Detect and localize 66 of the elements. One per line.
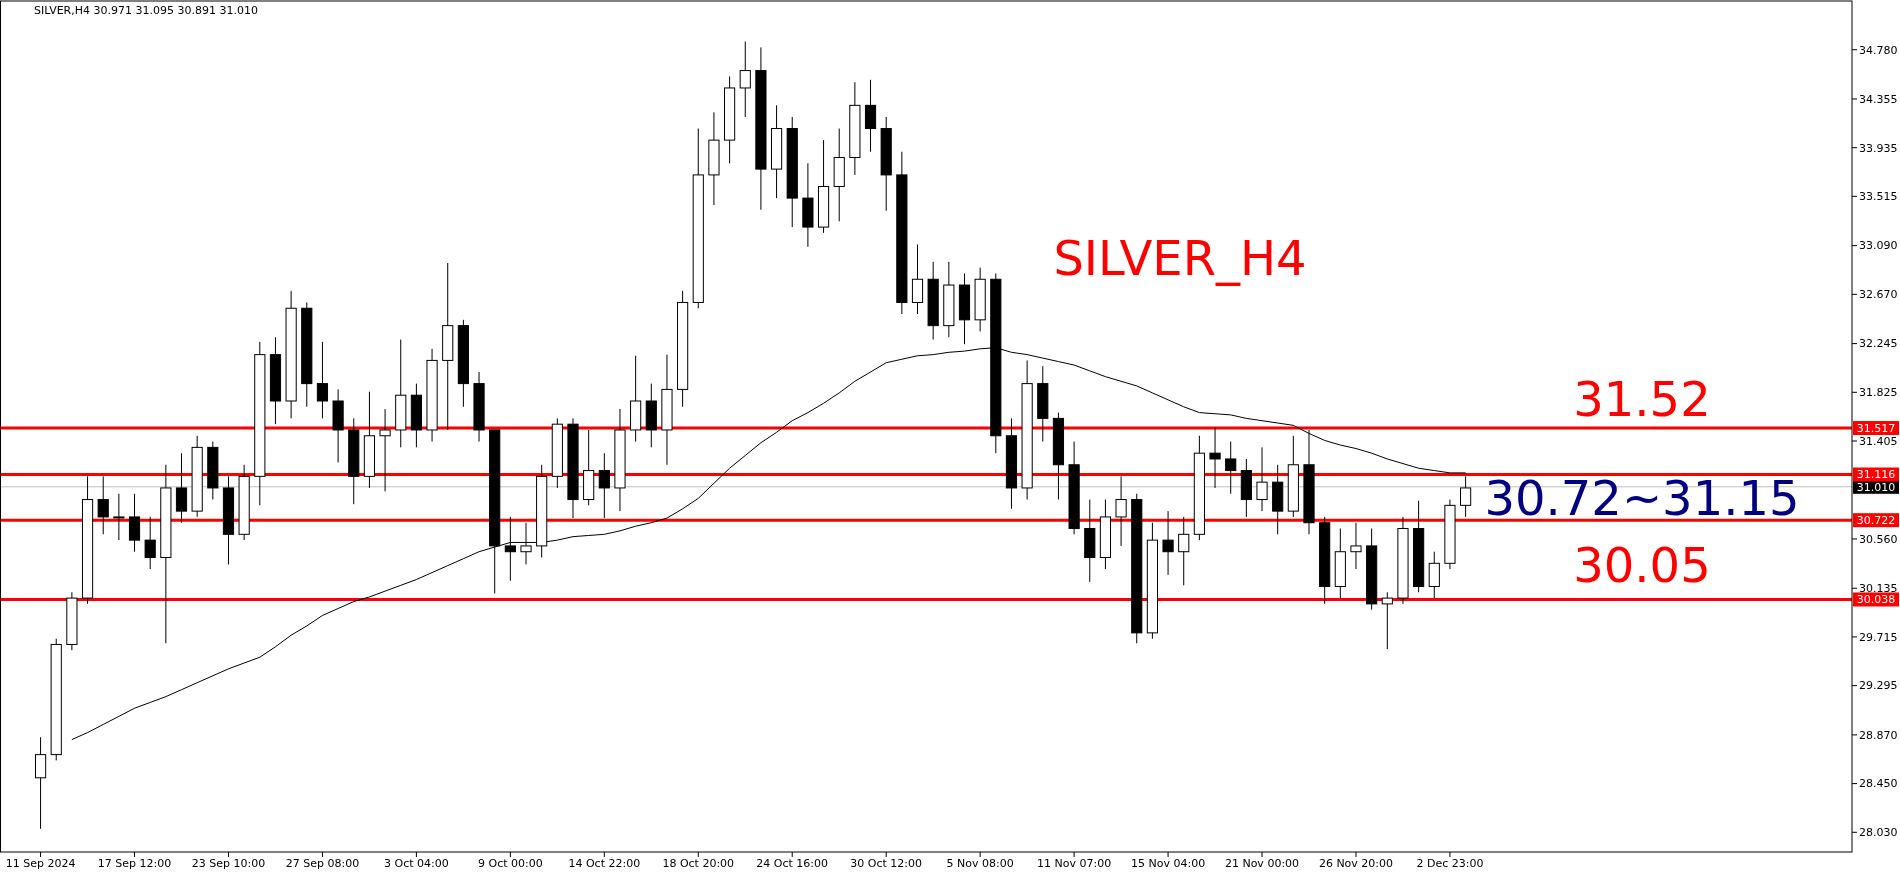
y-tick-label: 34.355 bbox=[1859, 92, 1898, 106]
x-tick-label: 17 Sep 12:00 bbox=[97, 857, 172, 870]
y-tick-label: 31.825 bbox=[1859, 386, 1898, 400]
ref-line-label: 31.116 bbox=[1856, 468, 1896, 482]
annotation: SILVER_H4 bbox=[1053, 229, 1307, 286]
x-tick-label: 21 Nov 00:00 bbox=[1224, 857, 1300, 870]
y-tick-label: 33.935 bbox=[1859, 141, 1898, 155]
y-tick-label: 28.870 bbox=[1859, 728, 1898, 742]
candlestick bbox=[1381, 591, 1393, 650]
y-tick-label: 32.670 bbox=[1859, 288, 1898, 302]
candlestick bbox=[1225, 441, 1237, 495]
ref-line-label: 31.010 bbox=[1856, 480, 1896, 494]
candlestick bbox=[1350, 522, 1362, 570]
candlestick bbox=[175, 452, 188, 524]
x-tick-label: 2 Dec 23:00 bbox=[1416, 857, 1484, 870]
y-tick-label: 33.515 bbox=[1859, 190, 1898, 204]
x-tick-label: 14 Oct 22:00 bbox=[568, 857, 641, 870]
candlestick bbox=[128, 493, 141, 553]
candlestick bbox=[1460, 475, 1472, 518]
x-tick-label: 11 Sep 2024 bbox=[5, 857, 76, 870]
y-tick-label: 28.450 bbox=[1859, 777, 1898, 791]
candlestick bbox=[1428, 551, 1440, 599]
candlestick bbox=[1209, 427, 1221, 489]
candlestick bbox=[520, 522, 532, 565]
x-tick-label: 18 Oct 20:00 bbox=[662, 857, 735, 870]
y-tick-label: 33.090 bbox=[1859, 239, 1898, 253]
y-tick-label: 28.030 bbox=[1859, 826, 1898, 840]
candlestick bbox=[1162, 510, 1174, 576]
x-tick-label: 23 Sep 10:00 bbox=[191, 857, 266, 870]
candlestick bbox=[34, 736, 47, 830]
y-tick-label: 29.715 bbox=[1859, 630, 1898, 644]
x-tick-label: 27 Sep 08:00 bbox=[285, 857, 360, 870]
x-tick-label: 11 Nov 07:00 bbox=[1037, 857, 1112, 870]
candlestick bbox=[379, 408, 391, 492]
candlestick bbox=[1115, 475, 1127, 547]
candlestick bbox=[1178, 516, 1190, 586]
y-tick-label: 32.245 bbox=[1859, 337, 1898, 351]
ref-line-label: 30.722 bbox=[1856, 514, 1896, 528]
chart-title: SILVER,H4 30.971 31.095 30.891 31.010 bbox=[34, 4, 258, 17]
candlestick bbox=[316, 341, 329, 419]
ref-line-label: 31.517 bbox=[1856, 421, 1896, 435]
candlestick bbox=[739, 41, 751, 118]
candlestick bbox=[144, 516, 156, 570]
x-tick-label: 24 Oct 16:00 bbox=[756, 857, 829, 870]
y-tick-label: 34.780 bbox=[1859, 43, 1898, 57]
candlestick bbox=[504, 516, 516, 582]
ref-line-label: 30.038 bbox=[1856, 593, 1896, 607]
candlestick bbox=[1256, 446, 1268, 512]
x-tick-label: 3 Oct 04:00 bbox=[384, 857, 449, 870]
annotation: 30.72~31.15 bbox=[1484, 469, 1800, 526]
x-tick-label: 5 Nov 08:00 bbox=[946, 857, 1014, 870]
y-tick-label: 30.135 bbox=[1859, 582, 1898, 596]
x-tick-label: 9 Oct 00:00 bbox=[478, 857, 543, 870]
candlestick bbox=[598, 452, 610, 519]
candlestick bbox=[911, 243, 924, 315]
annotation: 30.05 bbox=[1573, 536, 1711, 593]
y-tick-label: 29.295 bbox=[1859, 679, 1898, 693]
candlestick bbox=[97, 475, 109, 535]
x-tick-label: 30 Oct 12:00 bbox=[850, 857, 923, 870]
x-tick-label: 15 Nov 04:00 bbox=[1130, 857, 1206, 870]
y-tick-label: 31.405 bbox=[1859, 434, 1898, 448]
x-tick-label: 26 Nov 20:00 bbox=[1318, 857, 1394, 870]
candlestick bbox=[864, 79, 877, 153]
y-tick-label: 30.560 bbox=[1859, 532, 1898, 546]
annotation: 31.52 bbox=[1573, 370, 1711, 427]
candlestick bbox=[113, 493, 125, 541]
